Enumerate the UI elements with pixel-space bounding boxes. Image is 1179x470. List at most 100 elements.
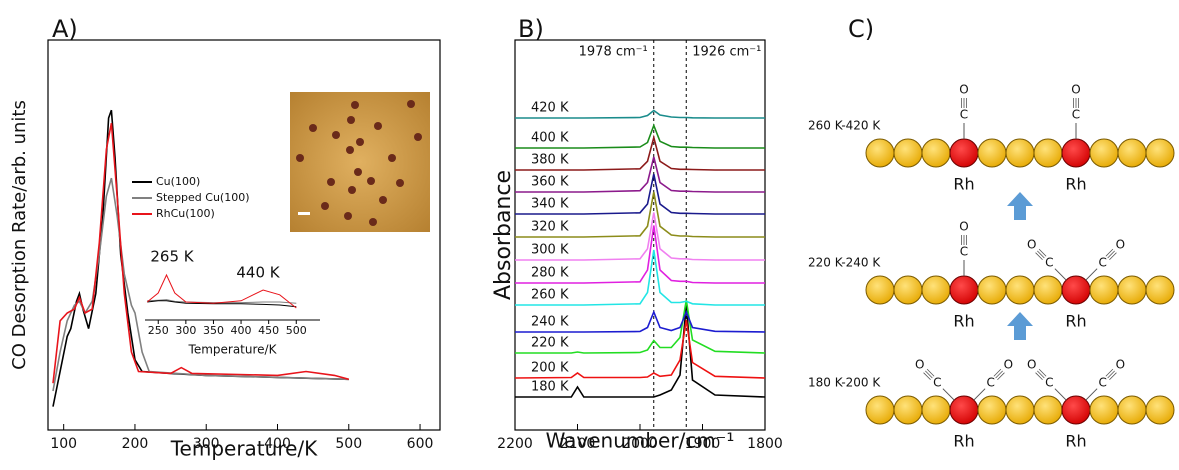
x-axis-label: Temperature/K	[188, 343, 278, 357]
rh-atom	[1061, 395, 1091, 425]
legend-label: Cu(100)	[156, 175, 200, 188]
legend-label: Stepped Cu(100)	[156, 191, 250, 204]
cu-atom	[1089, 275, 1119, 305]
x-tick-label: 100	[50, 436, 77, 452]
data-line	[514, 319, 766, 379]
x-tick-label: 600	[407, 436, 434, 452]
data-line	[515, 109, 765, 119]
cu-atom	[1145, 138, 1175, 168]
oxygen: O	[959, 83, 968, 97]
triple-bond	[926, 368, 935, 377]
row-label: 260 K-420 K	[808, 119, 881, 133]
triple-bond	[925, 370, 933, 379]
oxygen: O	[1004, 358, 1013, 372]
cu-atom	[865, 275, 895, 305]
triple-bond	[995, 370, 1003, 379]
data-line	[515, 309, 766, 333]
data-line	[515, 134, 765, 171]
plot-frame	[47, 39, 441, 431]
x-tick-label: 300	[175, 324, 196, 337]
annotation: 440 K	[236, 264, 280, 282]
rh-label: Rh	[1065, 312, 1086, 331]
oxygen: O	[1116, 358, 1125, 372]
reference-label: 1978 cm⁻¹	[579, 45, 648, 60]
triple-bond	[1105, 248, 1114, 257]
legend-label: RhCu(100)	[156, 207, 215, 220]
cu-atom	[1089, 138, 1119, 168]
carbon: C	[960, 108, 968, 122]
triple-bond	[1035, 372, 1043, 381]
carbon: C	[1045, 375, 1053, 389]
y-axis-label: CO Desorption Rate/arb. units	[9, 100, 30, 370]
x-tick-label: 2100	[560, 436, 596, 452]
triple-bond	[1035, 252, 1043, 261]
x-tick-label: 500	[286, 324, 307, 337]
triple-bond	[1038, 368, 1047, 377]
oxygen: O	[1027, 358, 1036, 372]
cu-atom	[1005, 395, 1035, 425]
triple-bond	[1107, 370, 1115, 379]
x-tick-label: 400	[231, 324, 252, 337]
series-label: 420 K	[531, 101, 569, 116]
carbon: C	[1045, 255, 1053, 269]
series-label: 220 K	[531, 336, 569, 351]
data-line	[515, 191, 765, 238]
cu-atom	[1033, 395, 1063, 425]
data-line	[52, 122, 350, 384]
series-label: 200 K	[531, 361, 569, 376]
series-label: 320 K	[531, 220, 569, 235]
cu-atom	[1033, 138, 1063, 168]
metal-carbon-bond	[1054, 268, 1067, 281]
carbon: C	[1099, 375, 1107, 389]
data-line	[515, 173, 765, 215]
rh-label: Rh	[953, 312, 974, 331]
cu-atom	[921, 395, 951, 425]
x-tick-label: 2200	[497, 436, 533, 452]
cu-atom	[893, 275, 923, 305]
triple-bond	[1037, 250, 1045, 259]
cu-atom	[1089, 395, 1119, 425]
x-tick-label: 1900	[685, 436, 721, 452]
x-tick-label: 200	[122, 436, 149, 452]
series-label: 380 K	[531, 153, 569, 168]
triple-bond	[923, 372, 931, 381]
cu-atom	[1145, 275, 1175, 305]
series-label: 280 K	[531, 266, 569, 281]
triple-bond	[1037, 370, 1045, 379]
arrows	[1007, 192, 1033, 340]
cu-atom	[1117, 275, 1147, 305]
metal-carbon-bond	[1085, 268, 1098, 281]
series-label: 260 K	[531, 288, 569, 303]
data-line	[515, 212, 765, 261]
metal-carbon-bond	[973, 388, 986, 401]
cu-atom	[865, 138, 895, 168]
cu-atom	[1117, 138, 1147, 168]
panel-label: B)	[518, 15, 544, 43]
carbon: C	[1072, 108, 1080, 122]
carbon: C	[960, 245, 968, 259]
carbon: C	[933, 375, 941, 389]
oxygen: O	[1027, 238, 1036, 252]
oxygen: O	[915, 358, 924, 372]
carbon: C	[987, 375, 995, 389]
rh-atom	[949, 138, 979, 168]
x-tick-label: 300	[193, 436, 220, 452]
data-line	[515, 304, 766, 398]
data-line	[515, 123, 765, 149]
x-tick-label: 250	[148, 324, 169, 337]
series-label: 180 K	[531, 380, 569, 395]
cu-atom	[893, 395, 923, 425]
x-tick-label: 1800	[747, 436, 783, 452]
oxygen: O	[959, 220, 968, 234]
data-line	[146, 273, 297, 309]
panel-label: A)	[52, 15, 78, 43]
cu-atom	[893, 138, 923, 168]
x-axis-label: Wavenumber/cm⁻¹	[546, 429, 735, 453]
triple-bond	[1107, 250, 1115, 259]
series-label: 240 K	[531, 315, 569, 330]
x-tick-label: 450	[258, 324, 279, 337]
carbon: C	[1099, 255, 1107, 269]
rh-atom	[949, 275, 979, 305]
cu-atom	[1005, 138, 1035, 168]
